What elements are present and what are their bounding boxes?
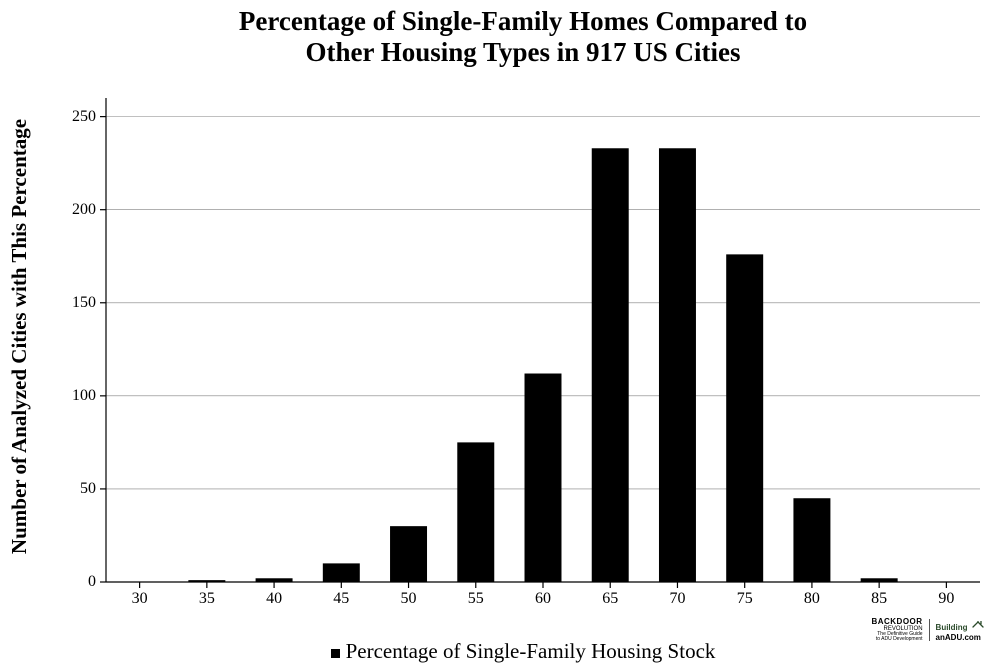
bar	[457, 442, 494, 582]
attribution-text: to ADU Development	[871, 637, 922, 642]
x-tick-label: 45	[333, 590, 349, 608]
attribution-text: BACKDOOR	[871, 618, 922, 626]
y-tick-label: 0	[88, 573, 96, 591]
attribution-text: Building	[936, 623, 968, 632]
y-tick-label: 50	[80, 480, 96, 498]
plot-wrap: 050100150200250 303540455055606570758085…	[48, 92, 982, 604]
attribution-text: anADU.com	[936, 634, 984, 642]
legend-label: Percentage of Single-Family Housing Stoc…	[346, 639, 716, 663]
legend: Percentage of Single-Family Housing Stoc…	[60, 639, 986, 664]
bar	[592, 148, 629, 582]
x-tick-label: 50	[401, 590, 417, 608]
x-tick-label: 75	[737, 590, 753, 608]
x-tick-label: 55	[468, 590, 484, 608]
y-tick-label: 250	[72, 108, 96, 126]
x-tick-label: 85	[871, 590, 887, 608]
bar	[390, 526, 427, 582]
attribution-backdoor: BACKDOOR REVOLUTION The Definitive Guide…	[871, 618, 922, 642]
x-tick-label: 30	[132, 590, 148, 608]
chart-page: Percentage of Single-Family Homes Compar…	[0, 0, 996, 672]
house-icon	[972, 621, 984, 631]
bar	[659, 148, 696, 582]
attribution-buildinganadu: Building anADU.com	[936, 618, 984, 642]
x-tick-label: 70	[669, 590, 685, 608]
chart-title-text: Percentage of Single-Family Homes Compar…	[239, 6, 807, 67]
x-tick-label: 90	[938, 590, 954, 608]
bar	[793, 498, 830, 582]
y-axis-label-container: Number of Analyzed Cities with This Perc…	[0, 0, 40, 672]
bar	[525, 374, 562, 582]
y-tick-label: 150	[72, 294, 96, 312]
bar-chart	[48, 92, 982, 604]
x-tick-label: 35	[199, 590, 215, 608]
bar	[726, 254, 763, 582]
x-tick-label: 60	[535, 590, 551, 608]
y-tick-label: 200	[72, 201, 96, 219]
y-axis-label: Number of Analyzed Cities with This Perc…	[8, 118, 33, 553]
chart-title: Percentage of Single-Family Homes Compar…	[60, 6, 986, 68]
x-tick-label: 65	[602, 590, 618, 608]
legend-swatch	[331, 649, 340, 658]
x-tick-label: 40	[266, 590, 282, 608]
attribution-text: Building	[936, 618, 984, 634]
attribution-separator	[929, 619, 930, 641]
y-tick-label: 100	[72, 387, 96, 405]
x-tick-label: 80	[804, 590, 820, 608]
bar	[323, 563, 360, 582]
attribution: BACKDOOR REVOLUTION The Definitive Guide…	[871, 618, 984, 642]
